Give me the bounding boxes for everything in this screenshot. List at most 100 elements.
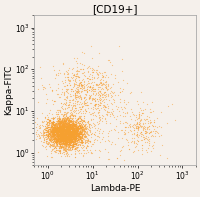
Point [153,134,157,137]
Point [61,122,64,125]
Point [76,128,79,131]
Point [51,131,54,134]
Point [66,123,69,126]
Point [74,124,77,127]
Point [104,81,107,84]
Point [64,132,67,135]
Point [85,146,88,149]
Point [72,138,75,141]
Point [58,126,61,129]
Point [117,94,120,97]
Point [74,124,77,127]
Point [38,133,41,137]
Point [75,125,78,128]
Point [58,147,61,150]
Point [97,132,101,135]
Point [67,103,70,106]
Point [72,140,75,143]
Point [58,147,61,150]
Point [62,97,65,100]
Point [48,145,51,148]
Point [76,116,79,119]
Point [68,136,72,139]
Point [72,133,75,137]
Point [47,142,50,146]
Point [61,118,64,121]
Point [66,124,69,127]
Point [85,132,89,135]
Point [56,128,59,131]
Point [73,133,77,136]
Point [55,133,59,136]
Point [78,85,81,88]
Point [70,133,73,136]
Point [62,132,65,135]
Point [62,137,65,140]
Point [96,84,99,87]
Point [78,138,82,141]
Point [86,150,89,153]
Point [63,132,66,135]
Point [93,104,97,107]
Point [124,120,127,123]
Point [117,137,120,140]
Point [68,114,71,117]
Point [71,139,74,142]
Point [57,129,61,132]
Point [136,122,139,125]
Point [130,107,133,110]
Point [73,130,76,133]
Point [64,110,67,113]
Point [63,136,66,139]
Point [88,97,91,100]
Point [71,144,75,148]
Point [71,131,74,134]
Point [83,135,86,138]
Point [86,142,89,145]
Point [50,135,54,138]
Point [58,128,61,131]
Point [66,132,69,135]
Point [64,108,67,111]
Point [56,139,59,143]
Point [147,141,151,144]
Point [80,134,84,137]
Point [99,104,102,107]
Point [102,75,105,78]
Point [54,140,57,143]
Point [89,84,92,87]
Point [67,123,70,126]
Point [80,63,83,66]
Point [80,101,84,105]
Point [68,140,71,143]
Point [56,125,59,128]
Point [78,130,81,134]
Point [46,130,49,133]
Point [57,135,60,138]
Point [68,131,71,134]
Point [57,138,61,141]
Point [104,112,107,115]
Point [59,133,62,137]
Point [61,125,65,128]
Point [55,125,58,128]
Point [106,85,110,88]
Point [71,135,74,138]
Point [93,87,96,90]
Point [66,140,69,143]
Point [81,149,84,152]
Point [71,137,75,140]
Point [66,129,69,132]
Point [145,125,149,129]
Point [54,137,57,140]
Point [70,140,73,143]
Point [55,132,58,136]
Point [71,137,74,140]
Point [103,97,106,100]
Point [102,88,105,91]
Point [67,140,70,143]
Point [78,136,81,139]
Point [100,73,104,77]
Point [57,138,60,141]
Point [80,119,83,122]
